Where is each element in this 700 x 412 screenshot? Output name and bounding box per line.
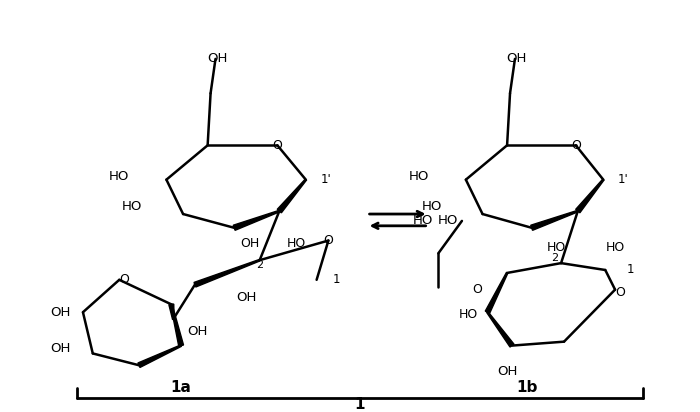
Text: HO: HO <box>413 214 433 227</box>
Text: O: O <box>119 273 130 286</box>
Text: HO: HO <box>458 308 477 321</box>
Text: OH: OH <box>50 306 71 319</box>
Polygon shape <box>138 345 181 368</box>
Text: 1: 1 <box>355 397 365 412</box>
Polygon shape <box>531 211 578 230</box>
Text: 1: 1 <box>627 264 634 276</box>
Text: 2: 2 <box>551 253 558 263</box>
Text: OH: OH <box>50 342 71 355</box>
Text: HO: HO <box>109 170 130 183</box>
Text: HO: HO <box>547 241 566 254</box>
Polygon shape <box>169 304 174 319</box>
Text: 1a: 1a <box>171 380 192 395</box>
Text: OH: OH <box>240 237 260 250</box>
Polygon shape <box>486 312 514 347</box>
Text: O: O <box>571 139 581 152</box>
Polygon shape <box>171 304 183 346</box>
Text: HO: HO <box>409 170 429 183</box>
Text: OH: OH <box>507 52 527 66</box>
Text: HO: HO <box>122 200 142 213</box>
Polygon shape <box>575 179 604 213</box>
Text: O: O <box>615 286 625 299</box>
Text: HO: HO <box>606 241 624 254</box>
Text: 1': 1' <box>618 173 629 186</box>
Text: HO: HO <box>286 237 306 250</box>
Text: O: O <box>473 283 482 296</box>
Text: HO: HO <box>421 200 442 213</box>
Polygon shape <box>194 260 260 287</box>
Text: 2: 2 <box>256 260 263 270</box>
Text: OH: OH <box>237 291 257 304</box>
Text: HO: HO <box>438 214 458 227</box>
Text: OH: OH <box>497 365 517 378</box>
Text: OH: OH <box>188 325 208 338</box>
Text: OH: OH <box>207 52 228 66</box>
Text: O: O <box>323 234 333 247</box>
Polygon shape <box>233 211 279 230</box>
Polygon shape <box>277 179 307 213</box>
Text: 1': 1' <box>321 173 331 186</box>
Text: O: O <box>272 139 282 152</box>
Text: 1: 1 <box>332 273 340 286</box>
Text: 1b: 1b <box>516 380 538 395</box>
Polygon shape <box>485 273 508 313</box>
